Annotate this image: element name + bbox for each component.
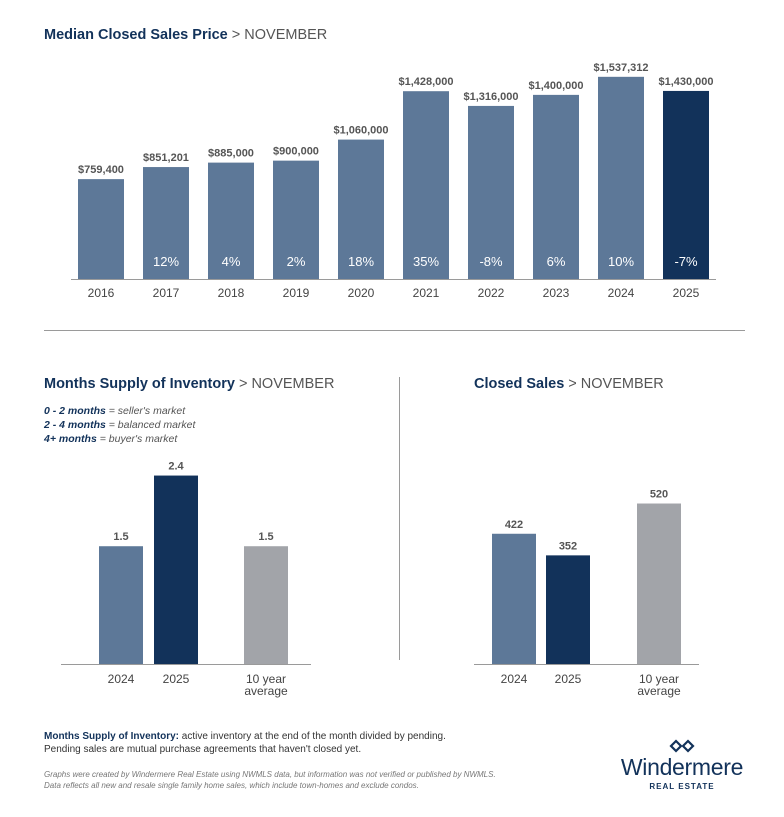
median-tick-label: 2024 [608,286,635,300]
legend-key: 2 - 4 months [44,419,106,431]
legend-text: = seller's market [105,405,186,417]
closed-sales-title: Closed Sales > NOVEMBER [474,376,664,392]
median-bar [338,139,384,279]
legend-row: 2 - 4 months = balanced market [44,418,195,432]
title-separator: > [231,27,241,43]
supply-tick-label: 2025 [163,672,190,686]
title-separator: > [568,376,577,392]
median-tick-label: 2025 [673,286,700,300]
supply-legend: 0 - 2 months = seller's market 2 - 4 mon… [44,404,195,446]
supply-bar [244,546,288,664]
median-data-label: $759,400 [78,164,124,176]
median-tick-label: 2023 [543,286,570,300]
median-tick-label: 2017 [153,286,180,300]
closed-data-label: 520 [650,489,668,501]
median-data-label: $1,060,000 [333,125,388,137]
footnote: Months Supply of Inventory: active inven… [44,730,446,756]
median-change-label: 6% [547,254,566,269]
footnote-line2: Pending sales are mutual purchase agreem… [44,744,362,755]
column-divider [399,377,400,660]
median-tick-label: 2020 [348,286,375,300]
median-bar [208,162,254,279]
title-month: NOVEMBER [244,27,328,43]
median-tick-label: 2019 [283,286,310,300]
median-bar [143,167,189,279]
median-bar [273,160,319,279]
median-data-label: $900,000 [273,146,319,158]
closed-bar [492,533,536,664]
logo-name: Windermere [620,754,744,780]
legend-text: = balanced market [105,419,196,431]
closed-sales-title-text: Closed Sales [474,376,565,392]
median-change-label: 10% [608,254,634,269]
footnote-key: Months Supply of Inventory: [44,731,179,742]
closed-bar [546,555,590,664]
windermere-logo: Windermere REAL ESTATE [612,738,752,794]
median-change-label: 12% [153,254,179,269]
legend-text: = buyer's market [96,433,178,445]
median-change-label: -8% [479,254,503,269]
median-bar [663,90,709,279]
median-bar [598,76,644,279]
median-price-title-text: Median Closed Sales Price [44,27,228,43]
median-tick-label: 2016 [88,286,115,300]
title-separator: > [238,376,248,392]
section-divider [44,330,745,331]
closed-tick-label: 10 year [639,672,679,686]
legend-row: 4+ months = buyer's market [44,432,195,446]
median-bar [468,105,514,280]
supply-data-label: 1.5 [113,531,128,543]
footnote-text: active inventory at the end of the month… [179,731,446,742]
median-price-title: Median Closed Sales Price > NOVEMBER [44,27,327,43]
disclaimer: Graphs were created by Windermere Real E… [44,769,496,791]
median-change-label: 4% [222,254,241,269]
legend-row: 0 - 2 months = seller's market [44,404,195,418]
legend-key: 4+ months [44,433,97,445]
median-bar [403,91,449,279]
median-change-label: 2% [287,254,306,269]
supply-data-label: 2.4 [168,461,184,473]
title-month: NOVEMBER [251,376,335,392]
closed-tick-label: average [637,684,681,698]
supply-tick-label: 2024 [108,672,135,686]
median-data-label: $1,430,000 [658,76,713,88]
median-tick-label: 2022 [478,286,505,300]
supply-tick-label: 10 year [246,672,286,686]
supply-title-text: Months Supply of Inventory [44,376,235,392]
logo-mark-icon [669,739,695,753]
logo-subtitle: REAL ESTATE [649,782,715,791]
median-data-label: $1,400,000 [528,80,583,92]
title-month: NOVEMBER [580,376,664,392]
median-change-label: 35% [413,254,439,269]
closed-tick-label: 2024 [501,672,528,686]
median-tick-label: 2018 [218,286,245,300]
median-data-label: $1,428,000 [398,76,453,88]
closed-bar [637,503,681,664]
supply-bar [99,546,143,664]
median-change-label: 18% [348,254,374,269]
disclaimer-line1: Graphs were created by Windermere Real E… [44,770,496,779]
supply-bar [154,475,198,664]
supply-data-label: 1.5 [258,531,273,543]
median-data-label: $885,000 [208,148,254,160]
supply-tick-label: average [244,684,288,698]
legend-key: 0 - 2 months [44,405,106,417]
closed-tick-label: 2025 [555,672,582,686]
median-bar [78,179,124,279]
median-tick-label: 2021 [413,286,440,300]
closed-data-label: 422 [505,519,523,531]
median-data-label: $851,201 [143,152,189,164]
supply-title: Months Supply of Inventory > NOVEMBER [44,376,334,392]
median-data-label: $1,537,312 [593,62,648,74]
closed-data-label: 352 [559,540,577,552]
disclaimer-line2: Data reflects all new and resale single … [44,781,419,790]
median-change-label: -7% [674,254,698,269]
median-data-label: $1,316,000 [463,91,518,103]
median-bar [533,94,579,279]
